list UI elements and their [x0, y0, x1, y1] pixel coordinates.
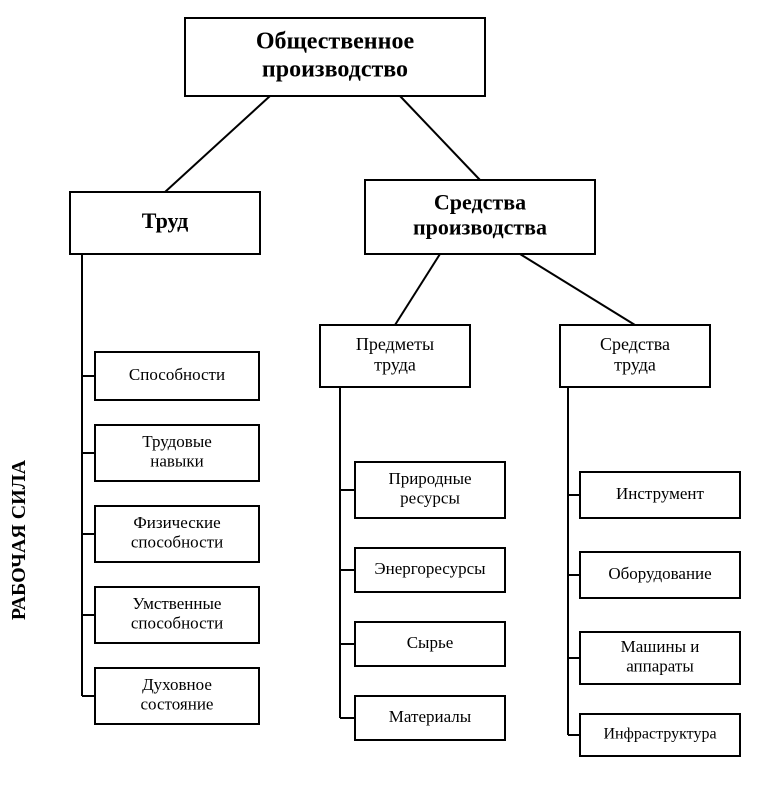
vertical-label: РАБОЧАЯ СИЛА [8, 459, 30, 620]
node-l4: Умственныеспособности [95, 587, 259, 643]
node-l3-label: Физические [133, 513, 220, 532]
node-t4-label: Инфраструктура [603, 726, 716, 743]
node-labor-label: Труд [142, 208, 189, 233]
node-l5: Духовноесостояние [95, 668, 259, 724]
node-root-label: производство [262, 56, 408, 82]
node-o4-label: Материалы [389, 707, 472, 726]
node-o2: Энергоресурсы [355, 548, 505, 592]
node-o1-label: ресурсы [400, 489, 460, 508]
node-tools-label: труда [614, 354, 656, 374]
hierarchy-diagram: ОбщественноепроизводствоТрудСредствапрои… [0, 0, 776, 802]
node-l2-label: навыки [150, 452, 203, 471]
node-l3-label: способности [131, 533, 223, 552]
node-o3: Сырье [355, 622, 505, 666]
node-l1: Способности [95, 352, 259, 400]
node-t3: Машины иаппараты [580, 632, 740, 684]
node-means: Средствапроизводства [365, 180, 595, 254]
node-root-label: Общественное [256, 29, 415, 55]
node-l2-label: Трудовые [142, 432, 212, 451]
node-t3-label: Машины и [621, 637, 700, 656]
node-l4-label: способности [131, 614, 223, 633]
node-objects-label: Предметы [356, 334, 434, 354]
node-o1: Природныересурсы [355, 462, 505, 518]
edge-root-means [400, 96, 480, 180]
node-t4: Инфраструктура [580, 714, 740, 756]
node-means-label: Средства [434, 189, 526, 214]
node-l5-label: Духовное [142, 675, 212, 694]
node-l3: Физическиеспособности [95, 506, 259, 562]
node-l5-label: состояние [141, 695, 214, 714]
node-o2-label: Энергоресурсы [374, 559, 486, 578]
node-t2-label: Оборудование [608, 564, 711, 583]
node-o3-label: Сырье [407, 633, 454, 652]
node-o1-label: Природные [388, 469, 471, 488]
node-t1-label: Инструмент [616, 484, 705, 503]
node-l2: Трудовыенавыки [95, 425, 259, 481]
node-tools: Средстватруда [560, 325, 710, 387]
edge-root-labor [165, 96, 270, 192]
node-means-label: производства [413, 215, 547, 240]
edge-means-tools [520, 254, 635, 325]
node-l1-label: Способности [129, 365, 225, 384]
edge-means-objects [395, 254, 440, 325]
node-t2: Оборудование [580, 552, 740, 598]
node-objects: Предметытруда [320, 325, 470, 387]
node-l4-label: Умственные [133, 594, 222, 613]
node-labor: Труд [70, 192, 260, 254]
node-objects-label: труда [374, 354, 416, 374]
node-root: Общественноепроизводство [185, 18, 485, 96]
node-tools-label: Средства [600, 334, 670, 354]
node-t1: Инструмент [580, 472, 740, 518]
node-t3-label: аппараты [626, 657, 694, 676]
node-o4: Материалы [355, 696, 505, 740]
